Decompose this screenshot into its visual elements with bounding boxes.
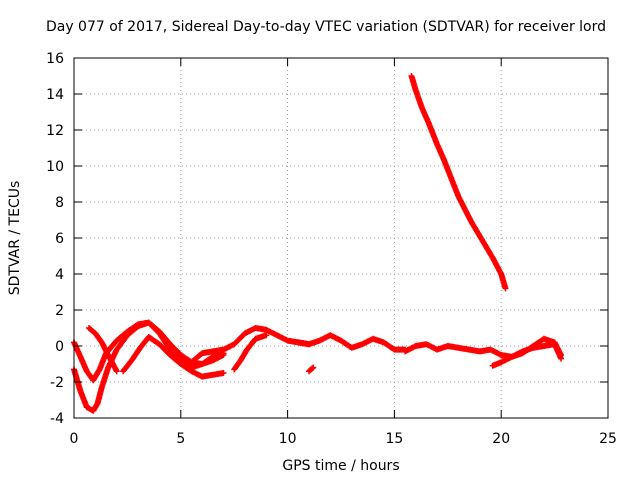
y-tick-label: 12 <box>46 123 64 139</box>
data-point <box>220 352 227 358</box>
data-point <box>502 285 509 292</box>
y-tick-label: 0 <box>55 339 64 355</box>
y-tick-label: 8 <box>55 195 64 211</box>
data-point <box>113 368 120 375</box>
y-tick-label: 14 <box>46 87 64 103</box>
x-tick-label: 25 <box>599 431 617 447</box>
y-tick-label: 4 <box>55 267 64 283</box>
series-arc-D <box>120 334 227 380</box>
series-arc-K <box>408 73 509 292</box>
series-arc-C <box>85 325 120 375</box>
series-arc-B <box>71 319 227 384</box>
data-point <box>220 370 227 376</box>
y-axis-label: SDTVAR / TECUs <box>7 181 23 296</box>
data-point <box>309 365 316 372</box>
data-points <box>71 73 565 414</box>
y-tick-label: -4 <box>50 411 64 427</box>
x-axis-label: GPS time / hours <box>282 458 399 474</box>
series-arc-J <box>489 335 565 369</box>
x-tick-label: 10 <box>279 431 297 447</box>
series-arc-G <box>295 332 409 353</box>
y-tick-label: 2 <box>55 303 64 319</box>
y-tick-label: 10 <box>46 159 64 175</box>
data-point <box>558 352 565 358</box>
y-tick-label: 6 <box>55 231 64 247</box>
x-tick-label: 0 <box>70 431 79 447</box>
x-tick-label: 15 <box>385 431 403 447</box>
y-tick-label: 16 <box>46 51 64 67</box>
x-tick-label: 20 <box>492 431 510 447</box>
axis-ticks: 0 5 10 15 20 25 -4 -2 0 2 4 6 8 10 12 14 16 <box>46 51 617 447</box>
series-arc-F <box>231 332 270 373</box>
data-point <box>310 364 317 371</box>
series-arc-H <box>305 364 317 375</box>
x-tick-label: 5 <box>176 431 185 447</box>
grid-lines <box>74 58 608 418</box>
y-tick-label: -2 <box>50 375 64 391</box>
chart-title: Day 077 of 2017, Sidereal Day-to-day VTE… <box>46 19 606 35</box>
data-point <box>263 332 270 339</box>
